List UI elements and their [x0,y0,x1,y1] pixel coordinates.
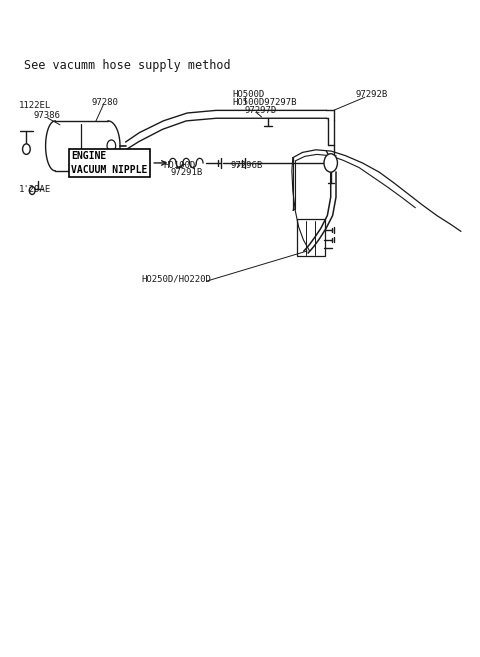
Circle shape [23,144,30,154]
Text: 1'29AE: 1'29AE [19,185,51,194]
Text: HO500D: HO500D [233,90,265,99]
Text: 1122EL: 1122EL [19,101,51,110]
Circle shape [29,187,35,194]
Text: 97296B: 97296B [230,160,263,170]
FancyBboxPatch shape [297,219,325,256]
Text: HO500D97297B: HO500D97297B [233,98,297,107]
Text: See vacumm hose supply method: See vacumm hose supply method [24,59,230,72]
Text: HO250D/HO220D: HO250D/HO220D [142,274,212,283]
Circle shape [107,140,116,152]
Text: 97291B: 97291B [170,168,203,177]
Text: HO100D: HO100D [163,160,195,170]
Text: ENGINE
VACUUM NIPPLE: ENGINE VACUUM NIPPLE [71,151,147,175]
Text: 97297D: 97297D [245,106,277,115]
Text: 97386: 97386 [34,111,60,120]
Text: 97280: 97280 [91,98,118,107]
Text: 97292B: 97292B [355,90,387,99]
Circle shape [324,154,337,172]
